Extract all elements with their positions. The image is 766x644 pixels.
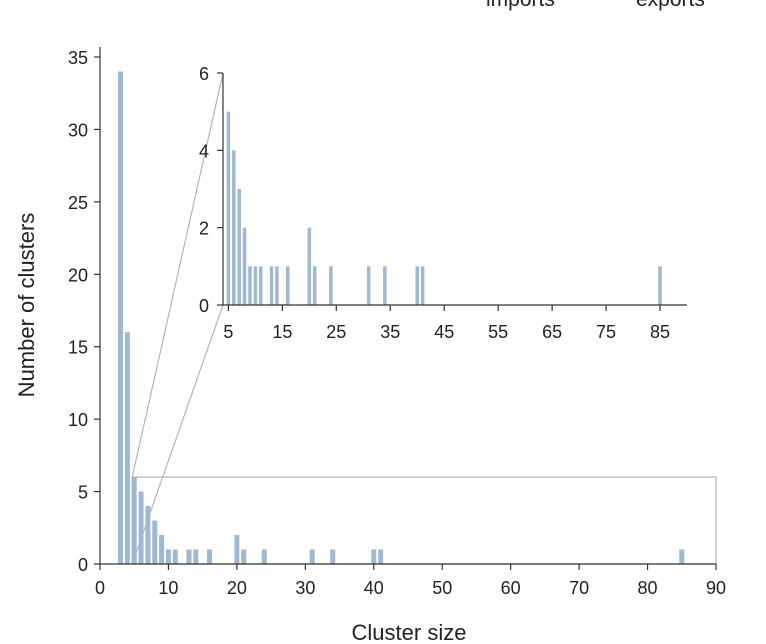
inset-axes: 5 15 25 35 45 55 65 75 85 0 2 4 6 [199, 64, 687, 342]
inset-bar [312, 266, 317, 305]
y-tick-label: 15 [68, 338, 88, 358]
inset-bar [253, 266, 258, 305]
inset-bar [415, 266, 419, 305]
inset-bar [259, 266, 263, 305]
main-bar [118, 71, 124, 564]
x-axis-title: Cluster size [352, 620, 467, 644]
y-axis-title: Number of clusters [14, 213, 39, 398]
y-tick-label: 35 [68, 48, 88, 68]
inset-bar [232, 150, 236, 305]
inset-x-tick-label: 55 [488, 322, 508, 342]
main-bar [330, 549, 336, 564]
y-tick-label: 30 [68, 120, 88, 140]
inset-bar [269, 266, 274, 305]
main-bars [118, 71, 685, 564]
x-tick-label: 70 [569, 578, 589, 598]
legend-imports: imports [486, 0, 555, 12]
main-bar [371, 549, 377, 564]
main-bar [241, 549, 247, 564]
main-bar [124, 332, 130, 564]
y-tick-label: 20 [68, 265, 88, 285]
zoom-connector-lines [131, 72, 717, 565]
inset-bar [237, 189, 241, 305]
main-bar [152, 520, 158, 564]
main-bar [193, 549, 199, 564]
inset-bar [226, 111, 231, 306]
x-tick-label: 20 [227, 578, 247, 598]
legend-exports: exports [636, 0, 705, 12]
inset-bars [226, 111, 662, 306]
x-tick-label: 0 [95, 578, 105, 598]
main-bar [165, 549, 171, 564]
y-tick-label: 10 [68, 410, 88, 430]
inset-bar [242, 227, 247, 305]
y-tick-label: 5 [78, 483, 88, 503]
inset-y-tick-label: 0 [199, 296, 209, 316]
x-tick-label: 30 [295, 578, 315, 598]
inset-x-tick-label: 85 [650, 322, 670, 342]
inset-bar [248, 266, 252, 305]
x-tick-label: 40 [364, 578, 384, 598]
inset-bar [366, 266, 371, 305]
zoom-connector-top [131, 72, 224, 478]
inset-y-tick-label: 4 [199, 141, 209, 161]
x-tick-label: 60 [501, 578, 521, 598]
main-bar [159, 535, 165, 564]
inset-bar [383, 266, 387, 305]
main-bar [679, 549, 685, 564]
main-bar [138, 491, 144, 564]
inset-x-tick-label: 75 [596, 322, 616, 342]
inset-bar [307, 227, 312, 305]
inset-bar [420, 266, 425, 305]
zoom-box [131, 476, 717, 565]
inset-bar [329, 266, 333, 305]
main-bar [131, 477, 137, 564]
inset-y-tick-label: 6 [199, 64, 209, 84]
inset-x-tick-label: 5 [223, 322, 233, 342]
inset-bar [285, 266, 290, 305]
y-tick-label: 25 [68, 193, 88, 213]
main-bar [145, 506, 151, 564]
inset-y-tick-label: 2 [199, 219, 209, 239]
main-bar [234, 535, 240, 564]
inset-x-tick-label: 65 [542, 322, 562, 342]
x-tick-label: 10 [158, 578, 178, 598]
x-tick-label: 50 [432, 578, 452, 598]
inset-bar [275, 266, 279, 305]
main-bar [186, 549, 192, 564]
main-bar [261, 549, 267, 564]
inset-x-tick-label: 35 [380, 322, 400, 342]
y-tick-label: 0 [78, 555, 88, 575]
inset-x-tick-label: 15 [272, 322, 292, 342]
inset-bar [658, 266, 662, 305]
x-tick-label: 90 [706, 578, 726, 598]
main-bar [378, 549, 384, 564]
x-tick-label: 80 [638, 578, 658, 598]
main-bar [207, 549, 213, 564]
inset-x-tick-label: 45 [434, 322, 454, 342]
inset-x-tick-label: 25 [326, 322, 346, 342]
main-bar [309, 549, 315, 564]
main-bar [172, 549, 178, 564]
